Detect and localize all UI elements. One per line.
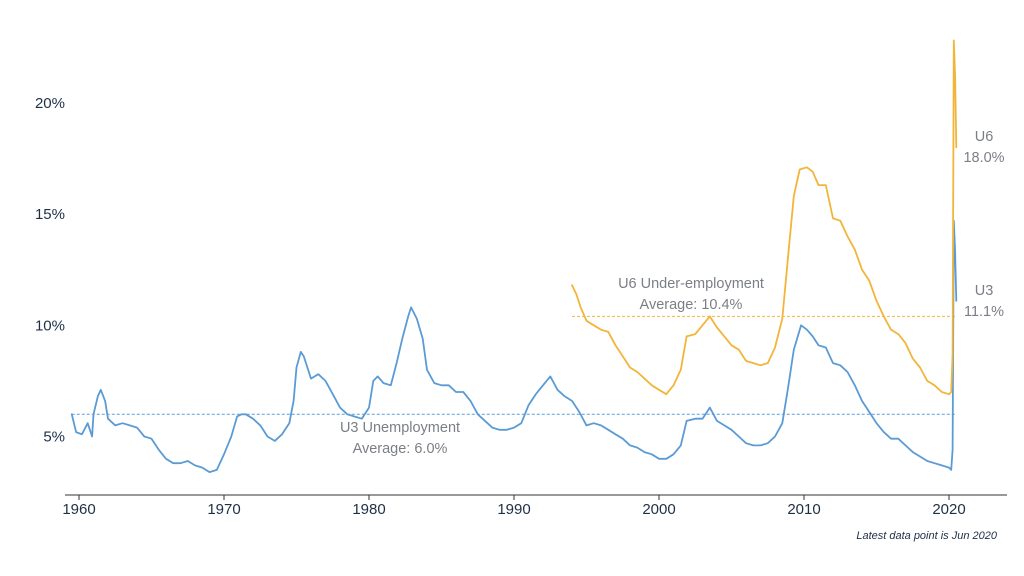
u3-end-label: U3 [975, 283, 994, 299]
u6-average-label-line1: U6 Under-employment [618, 276, 764, 292]
x-tick-label-2010: 2010 [787, 501, 820, 518]
u3-unemployment-series-line [70, 219, 958, 473]
x-tick-label-2020: 2020 [932, 501, 965, 518]
u6-under-employment-series-line [571, 39, 958, 396]
series-lines [70, 39, 958, 473]
y-tick-label-10: 10% [35, 317, 65, 334]
x-tick-label-2000: 2000 [642, 501, 675, 518]
average-lines [71, 315, 957, 415]
u6-end-value: 18.0% [963, 150, 1004, 166]
u6-end-label: U6 [975, 129, 994, 145]
y-tick-label-20: 20% [35, 95, 65, 112]
y-tick-label-15: 15% [35, 206, 65, 223]
u3-end-value: 11.1% [964, 304, 1004, 320]
y-tick-label-5: 5% [43, 429, 65, 446]
u6-average-label-line2: Average: 10.4% [640, 297, 743, 313]
x-tick-label-1960: 1960 [62, 501, 95, 518]
x-tick-label-1970: 1970 [207, 501, 240, 518]
u3-average-label-line1: U3 Unemployment [340, 420, 460, 436]
x-axis-ticks: 1960 1970 1980 1990 2000 2010 2020 [62, 495, 966, 518]
u3-average-label-line2: Average: 6.0% [353, 441, 448, 457]
y-axis-ticks: 5% 10% 15% 20% [35, 95, 65, 446]
x-tick-label-1990: 1990 [497, 501, 530, 518]
footnote: Latest data point is Jun 2020 [856, 530, 998, 542]
x-tick-label-1980: 1980 [352, 501, 385, 518]
